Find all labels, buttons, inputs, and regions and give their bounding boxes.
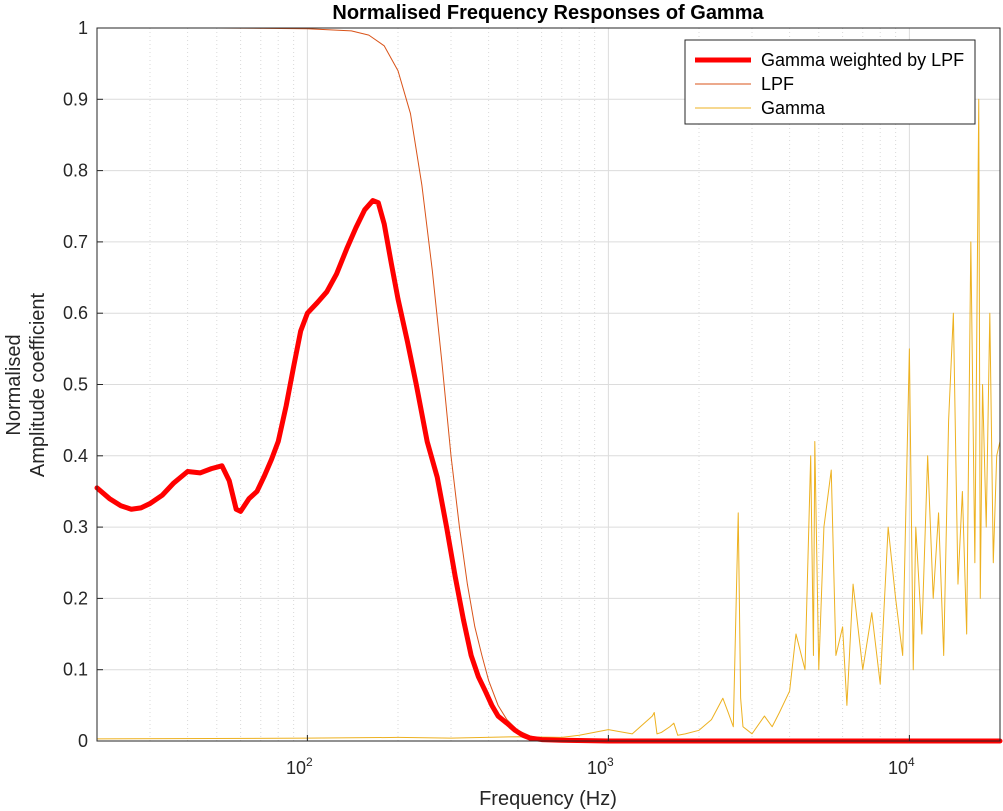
x-tick-exponent: 4 — [908, 755, 915, 769]
legend-label: LPF — [761, 74, 794, 94]
y-axis: 0 0.1 0.2 0.3 0.4 0.5 0.6 0.7 0.8 0.9 1 — [63, 18, 103, 751]
y-axis-label-line-1: Normalised — [3, 334, 25, 435]
series-line-2 — [96, 98, 1001, 740]
y-axis-label: Normalised Amplitude coefficient — [3, 292, 49, 477]
x-tick-base: 10 — [888, 758, 908, 778]
x-axis: 102 103 104 — [286, 735, 915, 778]
x-tick-base: 10 — [587, 758, 607, 778]
y-tick-label: 0 — [78, 731, 88, 751]
x-tick-label: 104 — [888, 755, 915, 778]
y-axis-label-line-2: Amplitude coefficient — [27, 292, 49, 477]
series-line-0 — [94, 198, 1003, 744]
y-tick-label: 1 — [78, 18, 88, 38]
series-layer — [94, 27, 1003, 744]
x-tick-label: 102 — [286, 755, 313, 778]
y-tick-label: 0.5 — [63, 375, 88, 395]
legend-label: Gamma — [761, 98, 826, 118]
y-tick-label: 0.8 — [63, 161, 88, 181]
x-tick-base: 10 — [286, 758, 306, 778]
chart-title: Normalised Frequency Responses of Gamma — [332, 2, 764, 24]
y-tick-label: 0.6 — [63, 303, 88, 323]
x-tick-exponent: 3 — [607, 755, 614, 769]
y-tick-label: 0.3 — [63, 517, 88, 537]
x-tick-label: 103 — [587, 755, 614, 778]
y-tick-label: 0.7 — [63, 232, 88, 252]
x-tick-exponent: 2 — [306, 755, 313, 769]
x-axis-label: Frequency (Hz) — [479, 788, 617, 810]
y-tick-label: 0.4 — [63, 446, 88, 466]
y-tick-label: 0.1 — [63, 660, 88, 680]
legend-label: Gamma weighted by LPF — [761, 50, 964, 70]
legend-box — [684, 39, 976, 125]
legend: Gamma weighted by LPF LPF Gamma — [684, 39, 976, 125]
y-tick-label: 0.2 — [63, 588, 88, 608]
y-tick-label: 0.9 — [63, 89, 88, 109]
